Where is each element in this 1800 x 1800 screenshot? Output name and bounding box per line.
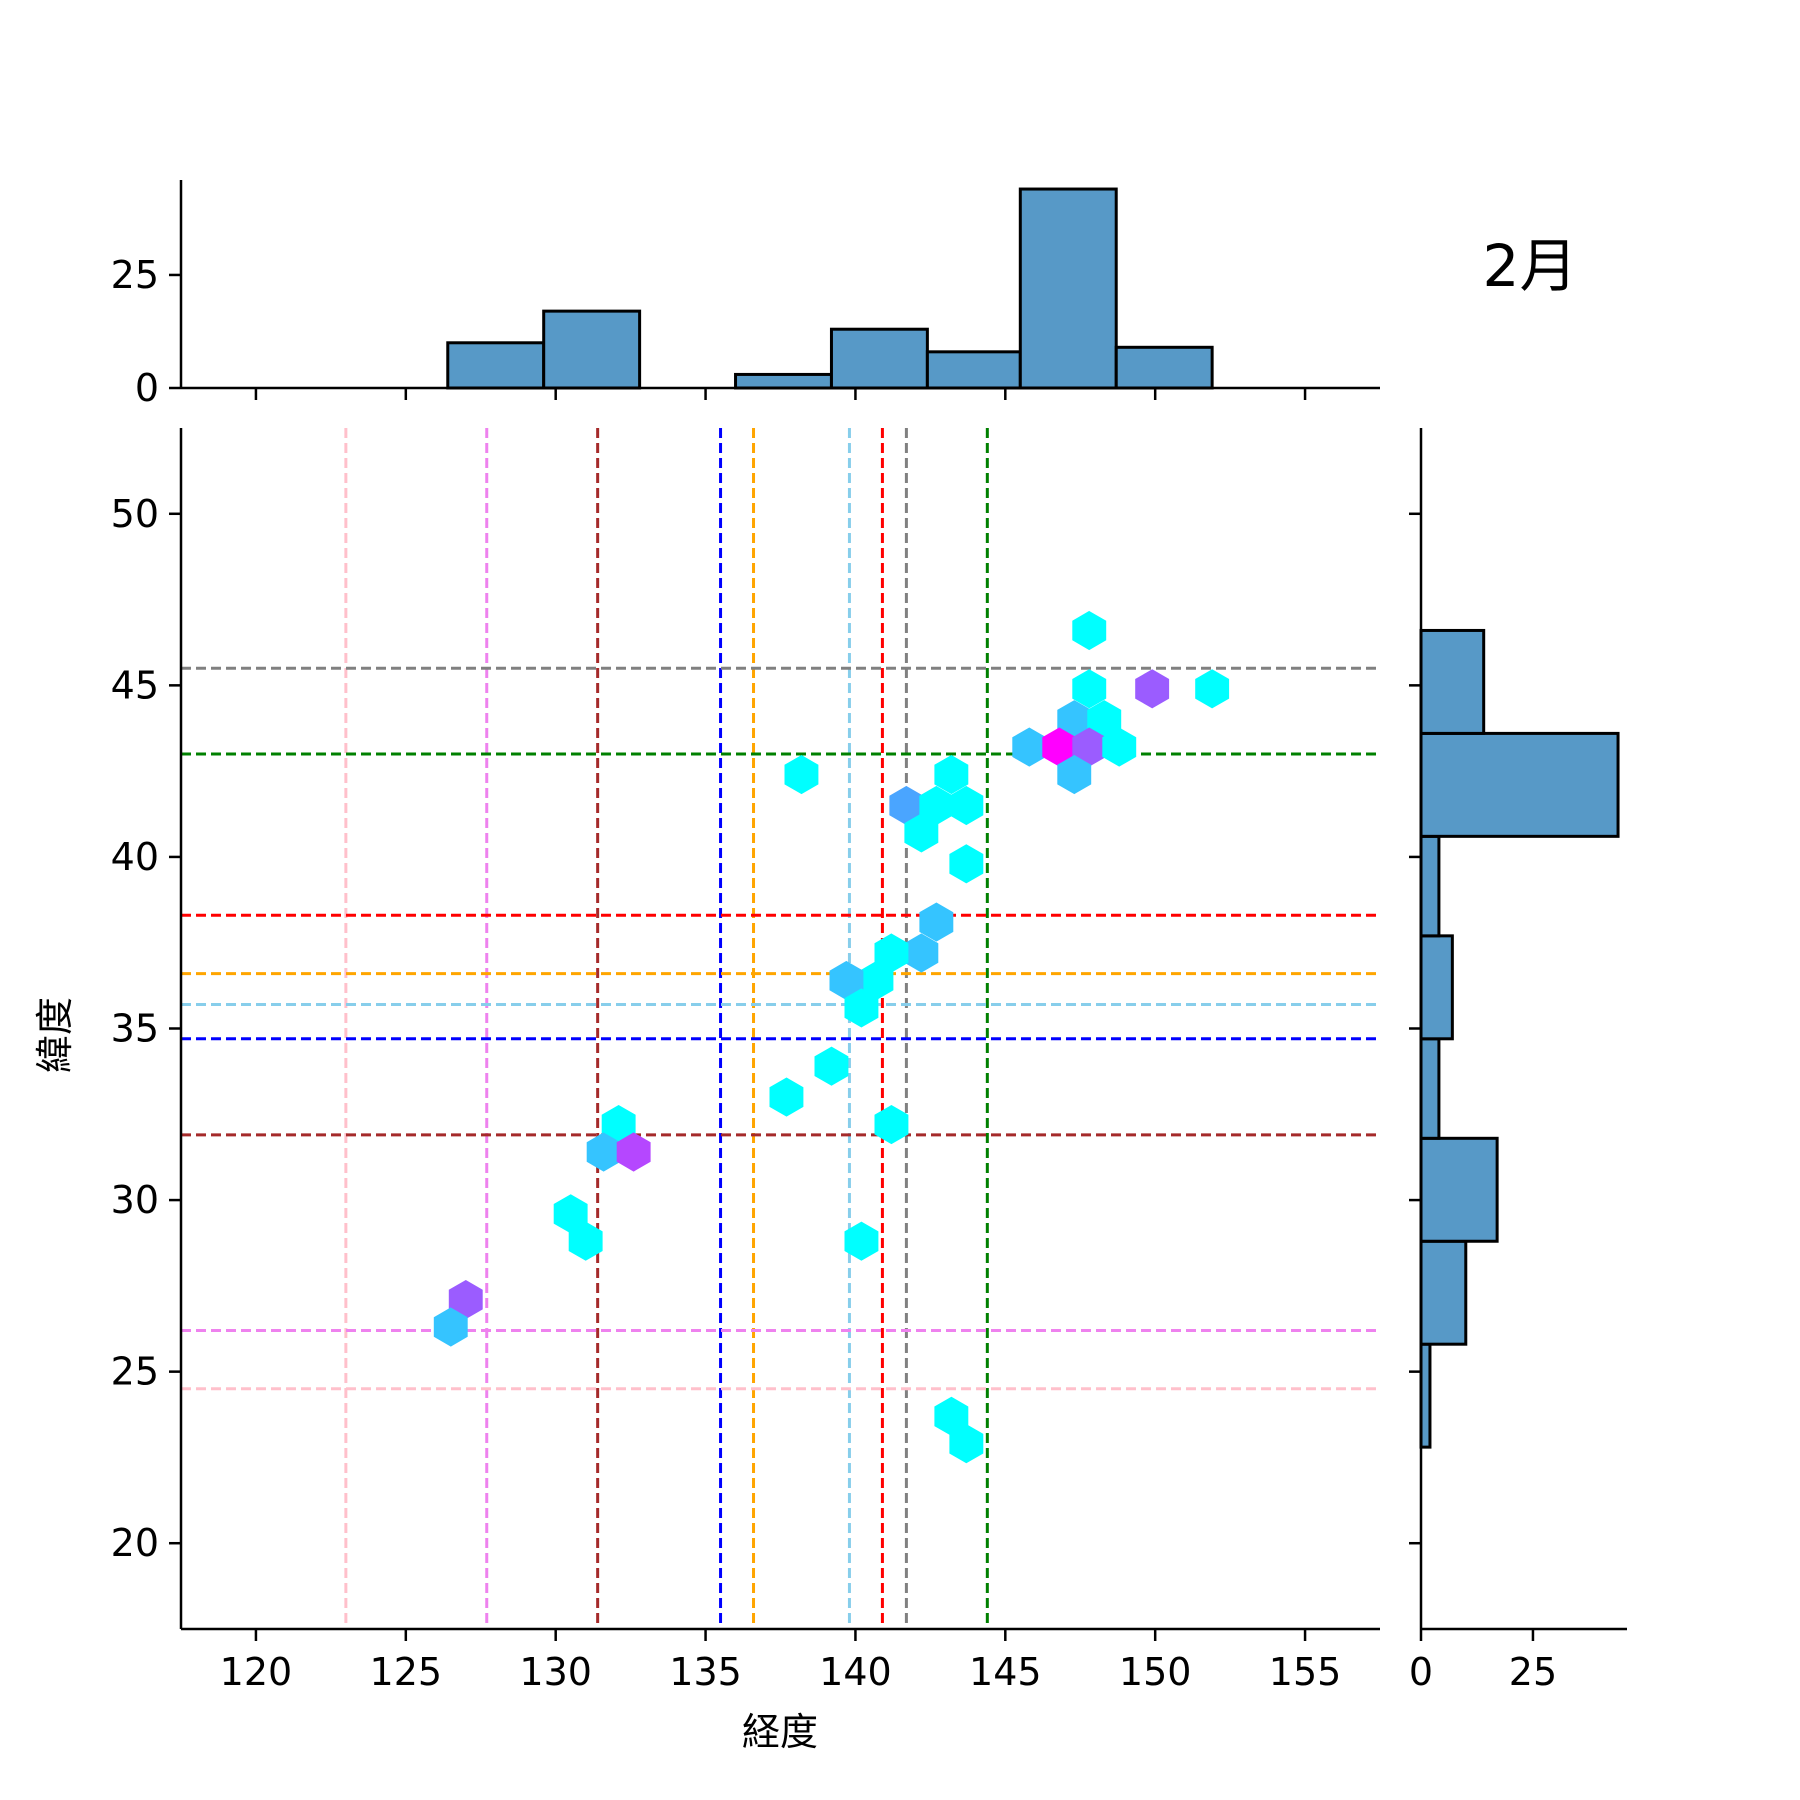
x-histogram-bar <box>829 327 929 390</box>
right-hist-count-label: 0 <box>1409 1650 1433 1694</box>
right-hist-count-label: 25 <box>1509 1650 1557 1694</box>
chart-title: 2月 <box>1483 232 1578 300</box>
y-tick-label: 30 <box>111 1178 159 1222</box>
y-histogram-bar <box>1419 834 1441 938</box>
hexbin-cell <box>769 1077 804 1117</box>
x-histogram-bar <box>925 350 1022 390</box>
hexbin-cell <box>934 755 969 795</box>
y-tick-label: 40 <box>111 835 159 879</box>
top-histogram <box>446 187 1214 390</box>
x-axis-label: 経度 <box>742 1710 818 1754</box>
hexbin-layer <box>433 610 1230 1464</box>
hexbin-cell <box>1102 727 1137 767</box>
hexbin-cell <box>904 813 939 853</box>
y-tick-label: 45 <box>111 663 159 707</box>
x-histogram-bar <box>734 372 833 390</box>
hexbin-cell <box>904 933 939 973</box>
y-tick-label: 35 <box>111 1007 159 1051</box>
y-histogram-bar <box>1419 1342 1432 1449</box>
hexbin-cell <box>1072 610 1107 651</box>
top-hist-count-label: 25 <box>111 253 159 297</box>
hexbin-cell <box>433 1307 468 1347</box>
x-tick-label: 130 <box>519 1650 592 1694</box>
y-axis-label: 緯度 <box>33 997 77 1073</box>
hexbin-cell <box>1195 669 1230 709</box>
x-tick-label: 155 <box>1269 1650 1342 1694</box>
x-tick-label: 150 <box>1119 1650 1192 1694</box>
reference-lines <box>181 428 1380 1629</box>
hexbin-cell <box>874 1105 909 1145</box>
hexbin-cell <box>1012 727 1047 767</box>
axes-layer: 120 125 130 135 140 145 150 155 20 25 30 35 40 45 50 0 2… <box>111 180 1627 1694</box>
x-tick-label: 145 <box>969 1650 1042 1694</box>
y-histogram-bar <box>1419 1037 1441 1140</box>
y-tick-label: 20 <box>111 1521 159 1565</box>
x-histogram-bar <box>1018 187 1118 390</box>
hexbin-cell <box>784 755 819 795</box>
hexbin-cell <box>1135 669 1170 709</box>
y-histogram-bar <box>1419 731 1620 838</box>
hexbin-cell <box>1072 669 1107 709</box>
x-histogram-bar <box>1114 345 1214 390</box>
hexbin-cell <box>949 844 984 884</box>
hexbin-cell <box>616 1132 651 1172</box>
hexbin-cell <box>919 902 954 942</box>
hexbin-cell <box>949 785 984 826</box>
hexbin-cell <box>814 1046 849 1086</box>
hexbin-cell <box>949 1424 984 1464</box>
right-histogram <box>1419 628 1620 1449</box>
hexbin-cell <box>844 1221 879 1261</box>
y-tick-label: 25 <box>111 1350 159 1394</box>
hexbin-cell <box>1057 755 1092 795</box>
hexbin-cell <box>568 1221 603 1261</box>
x-tick-label: 120 <box>220 1650 293 1694</box>
y-histogram-bar <box>1419 1239 1468 1346</box>
y-histogram-bar <box>1419 1136 1499 1243</box>
x-tick-label: 135 <box>669 1650 742 1694</box>
hexbin-cell <box>844 988 879 1028</box>
y-tick-label: 50 <box>111 492 159 536</box>
y-histogram-bar <box>1419 628 1486 735</box>
top-hist-count-label: 0 <box>135 366 159 410</box>
x-tick-label: 140 <box>819 1650 892 1694</box>
x-histogram-bar <box>542 309 642 390</box>
x-tick-label: 125 <box>370 1650 443 1694</box>
x-histogram-bar <box>446 341 546 390</box>
y-histogram-bar <box>1419 934 1454 1041</box>
